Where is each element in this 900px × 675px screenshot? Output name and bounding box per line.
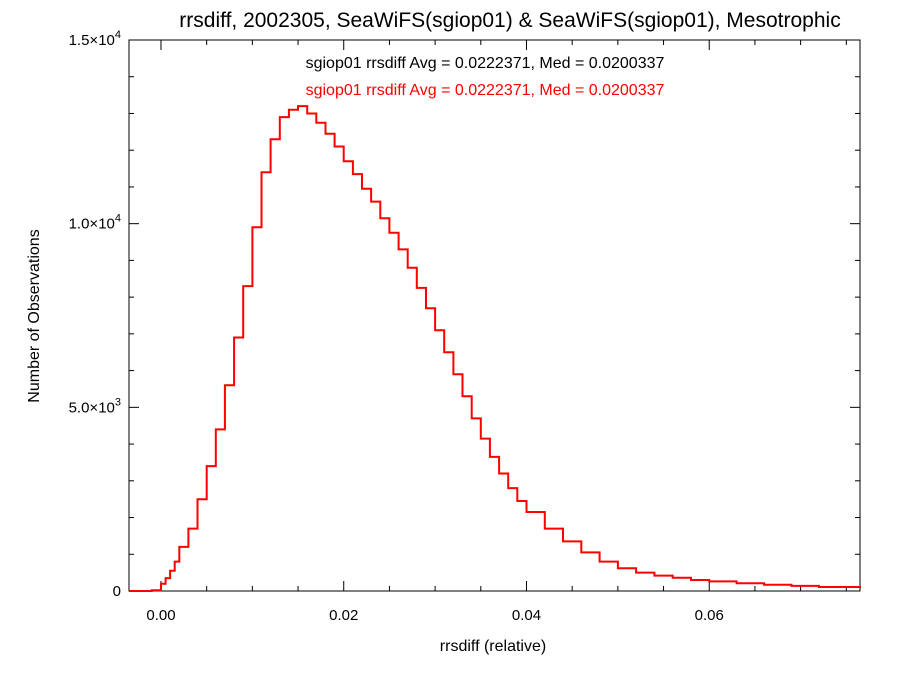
y-tick-label: 1.5×104 bbox=[69, 29, 121, 49]
x-axis-label: rrsdiff (relative) bbox=[440, 638, 546, 655]
stats-annotation: sgiop01 rrsdiff Avg = 0.0222371, Med = 0… bbox=[306, 55, 665, 72]
y-tick-mantissa: 1.5×10 bbox=[69, 32, 115, 49]
y-tick-label: 5.0×103 bbox=[69, 396, 121, 416]
stats-annotation: sgiop01 rrsdiff Avg = 0.0222371, Med = 0… bbox=[306, 82, 665, 99]
y-tick-exponent: 3 bbox=[115, 396, 121, 408]
chart-title: rrsdiff, 2002305, SeaWiFS(sgiop01) & Sea… bbox=[179, 9, 840, 32]
annotations: sgiop01 rrsdiff Avg = 0.0222371, Med = 0… bbox=[306, 55, 665, 99]
y-axis-label-text: Number of Observations bbox=[26, 229, 43, 402]
y-axis-label: Number of Observations bbox=[26, 229, 43, 402]
y-tick-mantissa: 0 bbox=[113, 583, 121, 600]
y-tick-exponent: 4 bbox=[115, 29, 121, 41]
y-tick-mantissa: 5.0×10 bbox=[69, 399, 115, 416]
x-tick-label: 0.00 bbox=[146, 607, 175, 624]
y-tick-exponent: 4 bbox=[115, 213, 121, 225]
plot-frame bbox=[128, 39, 861, 592]
y-tick-label: 1.0×104 bbox=[69, 213, 121, 233]
y-tick-mantissa: 1.0×10 bbox=[69, 216, 115, 233]
x-tick-label: 0.02 bbox=[329, 607, 358, 624]
x-tick-label: 0.04 bbox=[512, 607, 541, 624]
x-tick-label: 0.06 bbox=[695, 607, 724, 624]
y-tick-label: 0 bbox=[113, 583, 121, 600]
series bbox=[129, 105, 861, 592]
histogram-series-line bbox=[129, 105, 861, 592]
